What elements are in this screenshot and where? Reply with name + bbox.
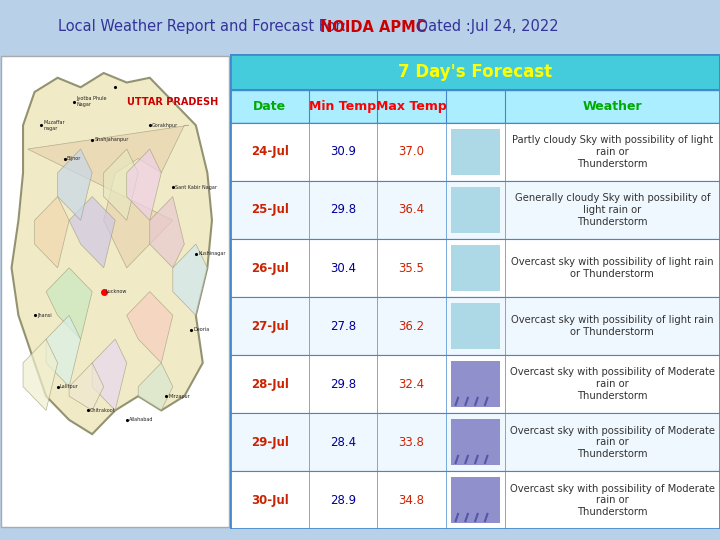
Polygon shape: [23, 339, 58, 410]
Text: 28.4: 28.4: [330, 436, 356, 449]
Text: Muzaffar
nagar: Muzaffar nagar: [44, 120, 66, 131]
Text: UTTAR PRADESH: UTTAR PRADESH: [127, 97, 218, 106]
Polygon shape: [69, 363, 104, 410]
Text: 34.8: 34.8: [399, 494, 425, 507]
Text: Min Temp: Min Temp: [310, 100, 377, 113]
Text: Generally cloudy Sky with possibility of light rain or
Thunderstorm: Generally cloudy Sky with possibility of…: [515, 193, 710, 227]
Text: Gorakhpur: Gorakhpur: [152, 123, 179, 128]
Text: 32.4: 32.4: [398, 377, 425, 390]
Text: Jyotba Phule
Nagar: Jyotba Phule Nagar: [76, 96, 107, 107]
Bar: [230, 297, 720, 355]
Polygon shape: [69, 197, 115, 268]
Text: 35.5: 35.5: [399, 261, 425, 274]
Bar: [230, 90, 720, 123]
Text: Overcast sky with possibility of light rain or Thunderstorm: Overcast sky with possibility of light r…: [511, 315, 714, 337]
Text: Chitrakoot: Chitrakoot: [90, 408, 116, 413]
Text: Kushinagar: Kushinagar: [198, 251, 225, 256]
Polygon shape: [138, 363, 173, 410]
Text: Local Weather Report and Forecast For:: Local Weather Report and Forecast For:: [58, 19, 351, 35]
Text: Allahabad: Allahabad: [129, 417, 153, 422]
Text: Lalitpur: Lalitpur: [60, 384, 78, 389]
Text: Weather: Weather: [582, 100, 642, 113]
Text: Sant Kabir Nagar: Sant Kabir Nagar: [175, 185, 217, 190]
Text: Dated :Jul 24, 2022: Dated :Jul 24, 2022: [403, 19, 559, 35]
Bar: [451, 303, 500, 349]
Text: Bijnor: Bijnor: [67, 156, 81, 161]
Bar: [230, 471, 720, 529]
Text: Overcast sky with possibility of Moderate rain or
Thunderstorm: Overcast sky with possibility of Moderat…: [510, 484, 715, 517]
Bar: [451, 245, 500, 291]
Text: 26-Jul: 26-Jul: [251, 261, 289, 274]
Text: 30.9: 30.9: [330, 145, 356, 158]
Text: Jhansi: Jhansi: [37, 313, 52, 318]
Polygon shape: [127, 292, 173, 363]
Polygon shape: [150, 197, 184, 268]
Polygon shape: [104, 149, 138, 220]
Text: 28-Jul: 28-Jul: [251, 377, 289, 390]
Polygon shape: [27, 125, 189, 268]
Polygon shape: [35, 197, 69, 268]
Text: Deoria: Deoria: [194, 327, 210, 332]
Text: 28.9: 28.9: [330, 494, 356, 507]
Text: Overcast sky with possibility of Moderate rain or
Thunderstorm: Overcast sky with possibility of Moderat…: [510, 368, 715, 401]
Text: Date: Date: [253, 100, 286, 113]
Polygon shape: [173, 244, 207, 315]
FancyBboxPatch shape: [1, 56, 229, 527]
Text: Shahjahanpur: Shahjahanpur: [94, 137, 129, 142]
Text: 29.8: 29.8: [330, 377, 356, 390]
Bar: [451, 187, 500, 233]
Text: 36.4: 36.4: [398, 204, 425, 217]
Bar: [451, 129, 500, 175]
Text: 29.8: 29.8: [330, 204, 356, 217]
Polygon shape: [92, 339, 127, 410]
Text: 30.4: 30.4: [330, 261, 356, 274]
Text: Max Temp: Max Temp: [376, 100, 447, 113]
Text: Lucknow: Lucknow: [106, 289, 127, 294]
Bar: [451, 361, 500, 407]
Polygon shape: [46, 315, 81, 387]
Bar: [451, 419, 500, 465]
Text: 37.0: 37.0: [399, 145, 425, 158]
Text: 33.8: 33.8: [399, 436, 425, 449]
Polygon shape: [46, 268, 92, 339]
Text: 36.2: 36.2: [398, 320, 425, 333]
Text: 25-Jul: 25-Jul: [251, 204, 289, 217]
Text: Partly cloudy Sky with possibility of light rain or
Thunderstorm: Partly cloudy Sky with possibility of li…: [512, 136, 713, 168]
Bar: [230, 54, 720, 90]
Text: Mirzapur: Mirzapur: [168, 394, 190, 399]
Text: 27.8: 27.8: [330, 320, 356, 333]
Text: 30-Jul: 30-Jul: [251, 494, 289, 507]
Text: 24-Jul: 24-Jul: [251, 145, 289, 158]
Text: 7 Day's Forecast: 7 Day's Forecast: [398, 63, 552, 81]
Text: 27-Jul: 27-Jul: [251, 320, 289, 333]
Bar: [230, 239, 720, 297]
Bar: [230, 355, 720, 413]
Text: Overcast sky with possibility of light rain or Thunderstorm: Overcast sky with possibility of light r…: [511, 257, 714, 279]
Bar: [230, 123, 720, 181]
Polygon shape: [127, 149, 161, 220]
Polygon shape: [12, 73, 212, 434]
Text: 29-Jul: 29-Jul: [251, 436, 289, 449]
Bar: [230, 413, 720, 471]
Polygon shape: [58, 149, 92, 220]
Bar: [451, 477, 500, 523]
Text: Overcast sky with possibility of Moderate rain or
Thunderstorm: Overcast sky with possibility of Moderat…: [510, 426, 715, 459]
Bar: [230, 181, 720, 239]
Text: NOIDA APMC: NOIDA APMC: [320, 19, 427, 35]
